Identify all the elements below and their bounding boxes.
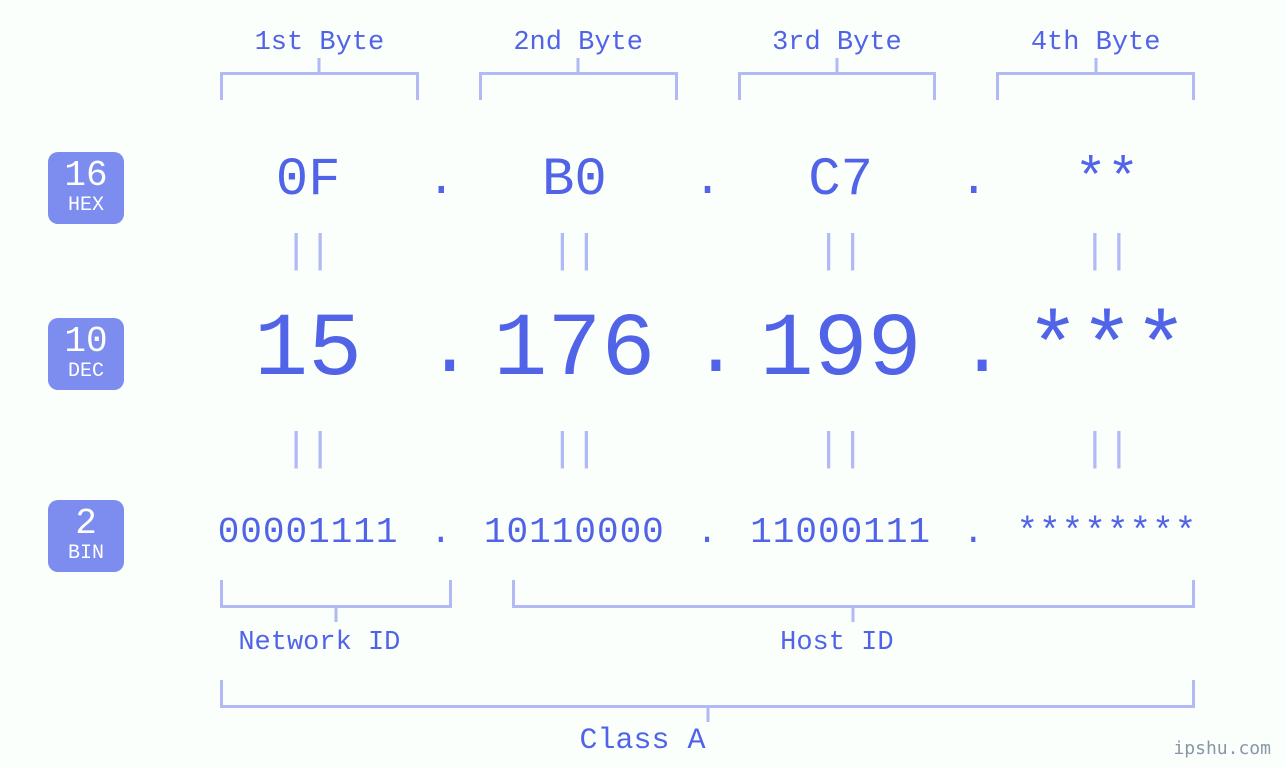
bin-b1: 00001111 — [190, 512, 426, 553]
dot-icon: . — [959, 154, 989, 208]
bracket-byte-3 — [738, 72, 937, 100]
eq-icon: || — [989, 230, 1225, 275]
base-lbl-hex: HEX — [48, 196, 124, 216]
dot-icon: . — [426, 154, 456, 208]
bracket-byte-1 — [220, 72, 419, 100]
base-badge-hex: 16 HEX — [48, 152, 124, 224]
dot-icon: . — [959, 307, 989, 395]
byte-header-4: 4th Byte — [966, 28, 1225, 58]
eq-row-2: || || || || — [190, 428, 1225, 473]
hex-b2: B0 — [456, 150, 692, 211]
eq-icon: || — [723, 428, 959, 473]
bin-row: 00001111 . 10110000 . 11000111 . *******… — [190, 512, 1225, 553]
base-num-dec: 10 — [48, 324, 124, 360]
base-num-hex: 16 — [48, 158, 124, 194]
hex-row: 0F . B0 . C7 . ** — [190, 150, 1225, 211]
hex-b3: C7 — [723, 150, 959, 211]
bracket-byte-2 — [479, 72, 678, 100]
dec-row: 15 . 176 . 199 . *** — [190, 300, 1225, 402]
bracket-class — [220, 680, 1195, 708]
byte-headers-row: 1st Byte 2nd Byte 3rd Byte 4th Byte — [190, 28, 1225, 58]
dec-b2: 176 — [456, 300, 692, 402]
eq-icon: || — [989, 428, 1225, 473]
label-host-id: Host ID — [449, 628, 1225, 658]
dot-icon: . — [426, 307, 456, 395]
eq-icon: || — [190, 428, 426, 473]
base-badge-dec: 10 DEC — [48, 318, 124, 390]
dot-icon: . — [693, 512, 723, 553]
bracket-network-id — [220, 580, 452, 608]
byte-header-3: 3rd Byte — [708, 28, 967, 58]
bracket-byte-4 — [996, 72, 1195, 100]
bin-b4: ******** — [989, 512, 1225, 553]
network-host-labels: Network ID Host ID — [190, 628, 1225, 658]
label-class: Class A — [0, 724, 1285, 758]
byte-header-2: 2nd Byte — [449, 28, 708, 58]
bin-b2: 10110000 — [456, 512, 692, 553]
dot-icon: . — [693, 307, 723, 395]
base-lbl-dec: DEC — [48, 362, 124, 382]
bracket-host-id — [512, 580, 1195, 608]
dot-icon: . — [693, 154, 723, 208]
eq-icon: || — [190, 230, 426, 275]
watermark: ipshu.com — [1173, 738, 1271, 759]
base-lbl-bin: BIN — [48, 544, 124, 564]
label-network-id: Network ID — [190, 628, 449, 658]
byte-header-1: 1st Byte — [190, 28, 449, 58]
dot-icon: . — [426, 512, 456, 553]
eq-icon: || — [456, 428, 692, 473]
network-host-brackets — [190, 580, 1225, 608]
dot-icon: . — [959, 512, 989, 553]
eq-icon: || — [723, 230, 959, 275]
base-num-bin: 2 — [48, 506, 124, 542]
base-badge-bin: 2 BIN — [48, 500, 124, 572]
hex-b1: 0F — [190, 150, 426, 211]
dec-b3: 199 — [723, 300, 959, 402]
bin-b3: 11000111 — [723, 512, 959, 553]
eq-icon: || — [456, 230, 692, 275]
dec-b1: 15 — [190, 300, 426, 402]
dec-b4: *** — [989, 300, 1225, 402]
hex-b4: ** — [989, 150, 1225, 211]
byte-brackets-top — [190, 72, 1225, 100]
eq-row-1: || || || || — [190, 230, 1225, 275]
